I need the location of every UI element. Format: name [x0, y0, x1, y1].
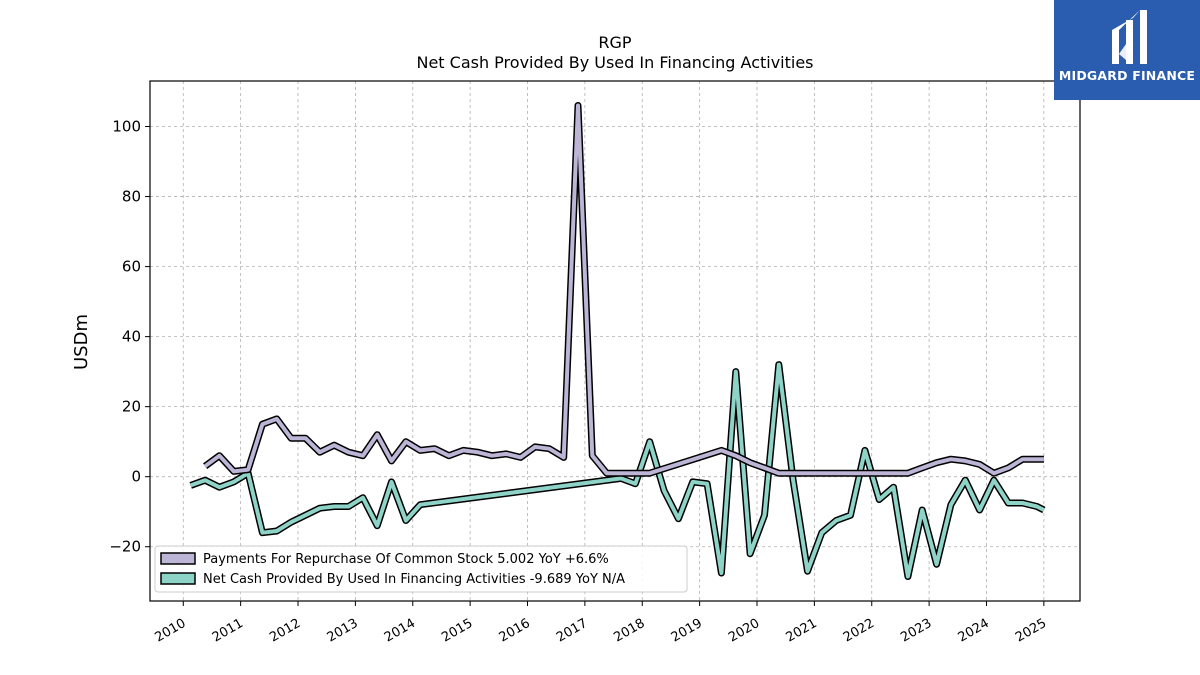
x-tick-label: 2020 — [726, 616, 762, 646]
series-layer — [191, 105, 1044, 576]
series-line — [205, 106, 1044, 474]
x-tick-label: 2019 — [669, 616, 705, 646]
legend-swatch-repurchase — [161, 553, 195, 564]
y-tick-label: 40 — [122, 328, 141, 346]
legend-swatch-financing — [161, 573, 195, 584]
x-tick-label: 2025 — [1013, 616, 1049, 646]
y-tick-label: 0 — [131, 468, 141, 486]
x-tick-label: 2010 — [152, 616, 188, 646]
legend: Payments For Repurchase Of Common Stock … — [155, 546, 687, 592]
x-tick-label: 2017 — [554, 616, 590, 646]
y-tick-label: 20 — [122, 398, 141, 416]
x-tick-label: 2016 — [497, 616, 533, 646]
x-tick-label: 2013 — [325, 616, 361, 646]
logo-mark-icon — [1100, 8, 1156, 66]
y-tick-label: 80 — [122, 188, 141, 206]
x-axis: 2010 2011 2012 2013 2014 2015 2016 2017 2018 2019… — [152, 601, 1049, 645]
x-tick-label: 2021 — [784, 616, 820, 646]
y-axis-label: USDm — [71, 314, 92, 370]
x-tick-label: 2022 — [841, 616, 877, 646]
series-outline — [205, 106, 1044, 474]
y-axis: −20 0 20 40 60 80 100 — [109, 118, 150, 556]
chart-title: RGP — [598, 33, 632, 52]
logo-text: MIDGARD FINANCE — [1054, 68, 1200, 83]
x-tick-label: 2015 — [439, 616, 475, 646]
x-tick-label: 2011 — [210, 616, 246, 646]
y-tick-label: 100 — [112, 118, 141, 136]
chart: RGP Net Cash Provided By Used In Financi… — [0, 0, 1200, 675]
chart-subtitle: Net Cash Provided By Used In Financing A… — [416, 53, 813, 72]
x-tick-label: 2014 — [382, 616, 418, 646]
logo: MIDGARD FINANCE — [1054, 0, 1200, 100]
legend-label-repurchase: Payments For Repurchase Of Common Stock … — [203, 552, 609, 567]
y-tick-label: −20 — [109, 538, 141, 556]
x-tick-label: 2018 — [611, 616, 647, 646]
x-tick-label: 2023 — [898, 616, 934, 646]
legend-label-financing: Net Cash Provided By Used In Financing A… — [203, 572, 625, 587]
x-tick-label: 2024 — [956, 616, 992, 646]
x-tick-label: 2012 — [267, 616, 303, 646]
y-tick-label: 60 — [122, 258, 141, 276]
series-0 — [205, 105, 1044, 473]
